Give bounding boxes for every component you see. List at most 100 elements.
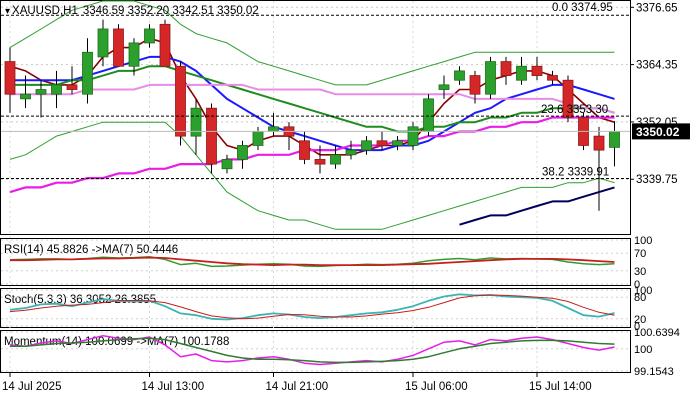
candle (237, 140, 248, 169)
candle (128, 38, 140, 76)
current-price-label: 3350.02 (636, 125, 680, 139)
rsi-tick-label: 30 (634, 266, 646, 278)
rsi-tick-label: 0 (634, 279, 640, 291)
fibonacci-levels: 0.0 3374.95 23.6 3353.30 38.2 3339.91 (1, 2, 630, 179)
price-tick-label: 3364.35 (636, 60, 678, 72)
stoch-signal-line (9, 294, 615, 320)
candle-body-bull (144, 28, 155, 44)
candle-body-bull (407, 126, 419, 146)
candle (469, 70, 481, 104)
momentum-value-line (9, 334, 615, 366)
candle (4, 47, 16, 113)
stoch-tick-label: 100 (634, 285, 652, 297)
momentum-tick-label: 100 (634, 344, 652, 356)
candle-body-bear (113, 28, 124, 67)
momentum-panel-frame (0, 330, 631, 373)
ma-pink-line (10, 83, 615, 114)
candle-body-bear (547, 75, 558, 81)
candle-body-bull (361, 140, 372, 151)
rsi-tick-label: 70 (634, 248, 646, 260)
momentum-title: Momentum(14) 100.0699 ->MA(7) 100.1788 (4, 336, 229, 348)
candle (454, 66, 465, 85)
candle-body-bull (237, 145, 248, 160)
candle (361, 136, 372, 155)
candle-body-bull (20, 93, 31, 100)
candle (531, 56, 543, 81)
candle-body-bear (314, 159, 326, 165)
ohlc-values: 3346.59 3352.20 3342.51 3350.02 (83, 5, 259, 17)
time-axis: 14 Jul 2025 14 Jul 13:00 14 Jul 21:00 15 Ju… (2, 373, 592, 393)
candle-body-bull (97, 28, 109, 58)
candle-body-bear (175, 65, 186, 137)
candle-body-bear (376, 140, 388, 146)
candle-body-bull (485, 61, 496, 95)
candle (144, 24, 155, 48)
candle (51, 70, 62, 109)
candle (221, 154, 233, 174)
candle (314, 145, 326, 174)
candle (299, 131, 310, 165)
candle (593, 126, 605, 211)
candle-body-bear (593, 135, 605, 151)
candle (392, 136, 403, 151)
candle (35, 80, 47, 118)
current-price-tag (632, 123, 690, 140)
fib-level-label: 0.0 3374.95 (552, 2, 613, 14)
rsi-ma-line (10, 256, 615, 266)
candle (376, 131, 388, 151)
fib-level-label: 23.6 3353.30 (541, 104, 608, 116)
candle (423, 94, 434, 137)
candle-body-bull (438, 84, 450, 90)
fib-level-label: 38.2 3339.91 (542, 166, 609, 178)
candle-body-bull (190, 107, 202, 137)
candle-body-bear (531, 65, 543, 76)
time-tick-label: 15 Jul 06:00 (405, 381, 468, 393)
candle (190, 98, 202, 155)
candle (159, 19, 171, 67)
candle-body-bull (268, 126, 279, 132)
header-symbol-and-ohlc: ▾ XAUUSD,H1 3346.59 3352.20 3342.51 3350.0… (5, 5, 259, 17)
candle-body-bull (423, 98, 434, 132)
candle-body-bear (299, 140, 310, 160)
candle (97, 19, 109, 67)
candle (113, 24, 124, 67)
candle-body-bull (454, 70, 465, 81)
candle-body-bear (159, 23, 171, 67)
candle-body-bear (4, 61, 16, 95)
momentum-tick-label: 100.6394 (634, 327, 680, 339)
time-tick-label: 14 Jul 21:00 (266, 381, 329, 393)
bollinger-upper-band (9, 0, 615, 86)
ma-green-line (10, 65, 615, 133)
main-panel-frame (0, 0, 631, 235)
stoch-panel-frame (0, 288, 631, 328)
time-tick-label: 14 Jul 2025 (2, 381, 61, 393)
candle (345, 140, 357, 160)
ma-blue-line (10, 55, 615, 152)
candle (485, 56, 496, 99)
candle-body-bull (221, 159, 233, 170)
bollinger-lower-band (9, 121, 615, 230)
candle (516, 56, 527, 85)
candle (547, 70, 558, 85)
ma-magenta-line (9, 116, 615, 194)
candle-body-bull (128, 42, 140, 67)
rsi-panel-frame (0, 238, 631, 286)
stoch-main-line (9, 293, 615, 321)
ma-navy-line (459, 186, 615, 226)
candle (562, 75, 574, 123)
candle (330, 145, 341, 169)
candle-body-bear (206, 107, 217, 165)
candle-body-bear (66, 84, 78, 90)
chart-menu-icon[interactable]: ▾ (5, 6, 10, 17)
momentum-ma-line (10, 337, 615, 364)
time-tick-label: 14 Jul 13:00 (142, 381, 205, 393)
candle (82, 38, 93, 104)
candle (206, 103, 217, 174)
candle-body-bear (469, 75, 481, 95)
candle-body-bull (516, 65, 527, 81)
stoch-tick-label: 20 (634, 314, 646, 326)
candle (175, 61, 186, 146)
candle-body-bull (51, 84, 62, 95)
